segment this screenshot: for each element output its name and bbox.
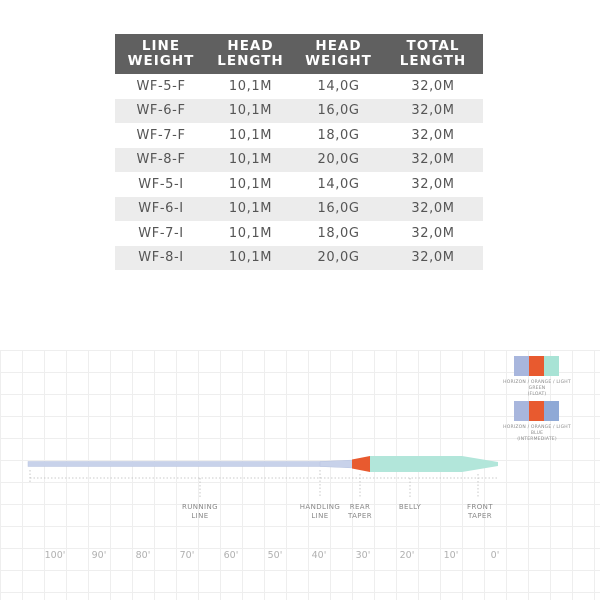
- cell-head-weight: 14,0G: [294, 74, 383, 99]
- running-line-label: RUNNING LINE: [182, 503, 218, 520]
- handling-line-section: [319, 459, 355, 469]
- cell-head-weight: 18,0G: [294, 221, 383, 246]
- table-row: WF-7-F 10,1M 18,0G 32,0M: [115, 123, 483, 148]
- cell-line-weight: WF-5-F: [115, 74, 207, 99]
- cell-total-length: 32,0M: [383, 74, 483, 99]
- table-row: WF-6-F 10,1M 16,0G 32,0M: [115, 98, 483, 123]
- scale-tick: 40': [311, 550, 327, 561]
- color-swatch: [514, 401, 529, 421]
- running-line-section: [27, 461, 335, 467]
- rear-taper-label: REAR TAPER: [347, 503, 373, 520]
- cell-head-weight: 20,0G: [294, 245, 383, 270]
- cell-head-weight: 16,0G: [294, 98, 383, 123]
- color-swatch: [529, 356, 544, 376]
- header-head-length: HEAD LENGTH: [207, 34, 294, 74]
- cell-head-length: 10,1M: [207, 172, 294, 197]
- scale-tick: 90': [91, 550, 107, 561]
- table-header-row: LINE WEIGHT HEAD LENGTH HEAD WEIGHT TOTA…: [115, 34, 483, 74]
- cell-line-weight: WF-8-I: [115, 245, 207, 270]
- cell-line-weight: WF-5-I: [115, 172, 207, 197]
- cell-head-weight: 16,0G: [294, 196, 383, 221]
- header-head-weight: HEAD WEIGHT: [294, 34, 383, 74]
- table-row: WF-5-F 10,1M 14,0G 32,0M: [115, 74, 483, 99]
- cell-head-length: 10,1M: [207, 98, 294, 123]
- grid-background: [0, 350, 600, 600]
- cell-line-weight: WF-8-F: [115, 147, 207, 172]
- scale-tick: 100': [44, 550, 66, 561]
- cell-head-length: 10,1M: [207, 147, 294, 172]
- cell-total-length: 32,0M: [383, 245, 483, 270]
- cell-total-length: 32,0M: [383, 98, 483, 123]
- front-taper-section: [462, 456, 498, 472]
- scale-tick: 30': [355, 550, 371, 561]
- table-row: WF-5-I 10,1M 14,0G 32,0M: [115, 172, 483, 197]
- scale-tick: 20': [399, 550, 415, 561]
- scale-tick: 50': [267, 550, 283, 561]
- rear-taper-section: [352, 456, 370, 472]
- cell-total-length: 32,0M: [383, 221, 483, 246]
- cell-head-length: 10,1M: [207, 245, 294, 270]
- cell-head-length: 10,1M: [207, 221, 294, 246]
- cell-total-length: 32,0M: [383, 196, 483, 221]
- table-row: WF-6-I 10,1M 16,0G 32,0M: [115, 196, 483, 221]
- color-swatch: [544, 401, 559, 421]
- color-swatch: [544, 356, 559, 376]
- cell-head-length: 10,1M: [207, 123, 294, 148]
- color-swatch: [529, 401, 544, 421]
- cell-line-weight: WF-6-I: [115, 196, 207, 221]
- cell-total-length: 32,0M: [383, 172, 483, 197]
- color-swatch: [514, 356, 529, 376]
- table-row: WF-7-I 10,1M 18,0G 32,0M: [115, 221, 483, 246]
- front-taper-label: FRONT TAPER: [467, 503, 493, 520]
- cell-line-weight: WF-7-I: [115, 221, 207, 246]
- cell-total-length: 32,0M: [383, 123, 483, 148]
- spec-table: LINE WEIGHT HEAD LENGTH HEAD WEIGHT TOTA…: [115, 34, 483, 270]
- cell-line-weight: WF-6-F: [115, 98, 207, 123]
- color-option-caption: HORIZON / ORANGE / LIGHT BLUE (INTERMEDI…: [503, 425, 571, 442]
- scale-tick: 0': [490, 550, 500, 561]
- handling-line-label: HANDLING LINE: [299, 503, 341, 520]
- line-profile-diagram: [27, 456, 498, 498]
- scale-tick: 80': [135, 550, 151, 561]
- cell-head-length: 10,1M: [207, 196, 294, 221]
- header-line-weight: LINE WEIGHT: [115, 34, 207, 74]
- header-total-length: TOTAL LENGTH: [383, 34, 483, 74]
- cell-total-length: 32,0M: [383, 147, 483, 172]
- belly-section: [370, 456, 462, 472]
- cell-line-weight: WF-7-F: [115, 123, 207, 148]
- scale-tick: 10': [443, 550, 459, 561]
- scale-tick: 70': [179, 550, 195, 561]
- scale-tick: 60': [223, 550, 239, 561]
- color-option-caption: HORIZON / ORANGE / LIGHT GREEN (FLOAT): [503, 380, 571, 397]
- cell-head-length: 10,1M: [207, 74, 294, 99]
- belly-label: BELLY: [398, 503, 422, 511]
- cell-head-weight: 20,0G: [294, 147, 383, 172]
- table-row: WF-8-I 10,1M 20,0G 32,0M: [115, 245, 483, 270]
- cell-head-weight: 14,0G: [294, 172, 383, 197]
- table-row: WF-8-F 10,1M 20,0G 32,0M: [115, 147, 483, 172]
- cell-head-weight: 18,0G: [294, 123, 383, 148]
